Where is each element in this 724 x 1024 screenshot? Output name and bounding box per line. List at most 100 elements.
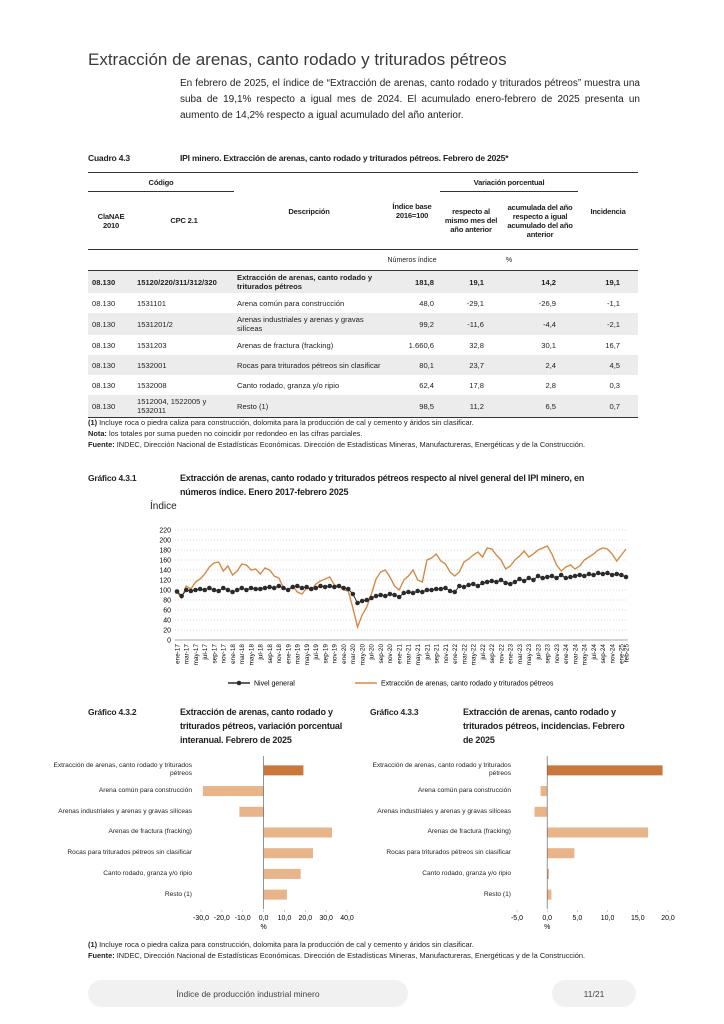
point (359, 598, 365, 604)
point (498, 577, 504, 583)
table-cell: 08.130 (88, 395, 134, 418)
category-label: Arenas de fractura (fracking) (427, 828, 511, 836)
x-tick-label: ene-23 (508, 644, 515, 664)
x-tick-label: jul-22 (480, 644, 487, 661)
point (457, 583, 462, 589)
unit-label: Números índice (387, 256, 437, 264)
x-tick-label: ene-21 (396, 644, 403, 664)
point (253, 586, 258, 592)
note-label: Nota: (88, 429, 107, 438)
note: (1) Incluye roca o piedra caliza para co… (88, 417, 648, 428)
category-label: Resto (1) (483, 890, 511, 898)
table-cell: 1531203 (137, 340, 167, 350)
point (364, 597, 370, 603)
bar (239, 806, 264, 817)
point (202, 587, 208, 593)
x-tick-label: may-17 (193, 644, 200, 666)
point (248, 585, 254, 591)
y-tick-label: 180 (159, 548, 171, 555)
point (600, 571, 606, 577)
bar (534, 806, 548, 817)
point (382, 593, 388, 599)
bar (263, 848, 314, 859)
y-tick-label: 140 (159, 568, 171, 575)
x-tick-label: 20,0 (661, 915, 675, 922)
table-notes: (1) Incluye roca o piedra caliza para co… (88, 417, 648, 450)
legend-label: Extracción de arenas, canto rodado y tri… (381, 681, 554, 688)
point (605, 570, 610, 576)
x-tick-label: mar-19 (295, 644, 302, 665)
point (183, 587, 189, 593)
bar (547, 868, 550, 879)
table-row: 08.130 1532001 Rocas para triturados pétre… (88, 355, 639, 375)
note: Fuente: INDEC, Dirección Nacional de Est… (88, 950, 648, 961)
table-cell: 98,5 (384, 395, 441, 418)
point (350, 591, 356, 597)
x-tick-label: nov-24 (609, 644, 616, 664)
point (373, 593, 379, 599)
x-tick-label: jul-17 (202, 644, 209, 661)
chart-label: Gráfico 4.3.3 (370, 707, 419, 717)
note-label: Fuente: (88, 440, 115, 449)
x-tick-label: 15,0 (631, 915, 645, 922)
table-cell: 1532008 (137, 380, 167, 390)
table-cell: 1512004, 1522005 y 1532011 (134, 395, 235, 418)
x-tick-label: nov-23 (554, 644, 561, 664)
note-label: (1) (88, 940, 98, 949)
y-tick-label: 220 (159, 528, 171, 535)
point (369, 595, 374, 601)
footer-title: Índice de producción industrial minero (88, 980, 408, 1007)
point (447, 588, 453, 594)
x-tick-label: ene-25 (619, 644, 626, 664)
column-header: Incidencia (590, 206, 626, 216)
note: Nota: los totales por suma pueden no coi… (88, 428, 648, 439)
x-tick-label: sep-21 (434, 644, 441, 664)
y-tick-label: 100 (159, 588, 171, 595)
bar (547, 827, 649, 838)
table-cell: -4,4 (502, 313, 579, 335)
table-cell: Rocas para triturados pétreos sin clasif… (234, 355, 385, 375)
point (540, 575, 545, 581)
x-tick-label: mar-24 (572, 644, 579, 665)
point (494, 579, 499, 585)
point (322, 584, 328, 590)
x-tick-label: mar-17 (184, 644, 191, 665)
table-cell: 1531101 (137, 298, 166, 308)
bar (263, 765, 304, 776)
x-tick-label: jul-24 (591, 644, 598, 661)
table-row: 08.130 1531201/2 Arenas industriales y are… (88, 313, 639, 335)
y-tick-label: 200 (159, 538, 171, 545)
x-tick-label: 0,0 (259, 915, 269, 922)
bar (263, 868, 301, 879)
table-cell: 99,2 (384, 313, 441, 335)
table-cell: 17,8 (469, 380, 485, 390)
x-tick-label: nov-20 (387, 644, 394, 664)
x-tick-label: may-23 (526, 644, 533, 666)
column-header: respecto al mismo mes del año anterior (444, 207, 498, 234)
category-label: Extracción de arenas, canto rodado y tri… (53, 762, 192, 778)
note-label: Fuente: (88, 951, 115, 960)
point (230, 589, 235, 595)
point (433, 586, 439, 592)
x-tick-label: mar-21 (406, 644, 413, 665)
note-text: INDEC, Dirección Nacional de Estadística… (116, 440, 586, 449)
table-cell: -2,1 (578, 313, 639, 335)
point (281, 585, 286, 591)
table-cell: 2,8 (545, 380, 557, 390)
point (387, 591, 393, 597)
chart-title: Extracción de arenas, canto rodado y tri… (180, 473, 585, 497)
point (489, 578, 495, 584)
point (290, 584, 296, 590)
x-tick-label: may-19 (304, 644, 311, 666)
point (332, 584, 337, 590)
point (304, 584, 309, 590)
table-row: 08.130 1532008 Canto rodado, granza y/o ri… (88, 375, 638, 395)
point (336, 583, 342, 589)
point (396, 594, 402, 600)
x-tick-label: feb-25 (623, 644, 630, 663)
x-tick-label: 30,0 (319, 915, 333, 922)
x-tick-label: nov-17 (221, 644, 228, 664)
point (438, 586, 444, 592)
